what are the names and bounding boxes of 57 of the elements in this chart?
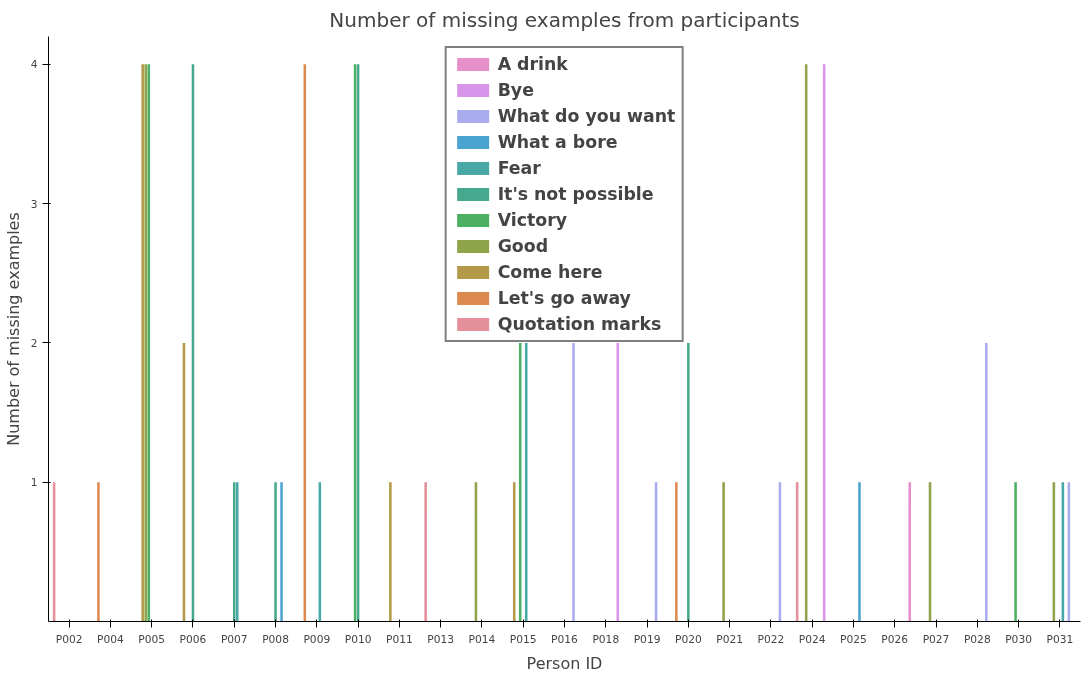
legend-label: What a bore [497,132,618,152]
x-tick-label: P014 [468,632,496,646]
x-tick-label: P013 [427,632,455,646]
x-tick-label: P022 [757,632,785,646]
bar [274,482,277,622]
x-tick-label: P011 [386,632,413,646]
legend-label: It's not possible [497,184,654,204]
x-tick-label: P021 [716,632,743,646]
legend-label: A drink [497,54,568,74]
x-tick-label: P018 [592,632,620,646]
bar [722,482,725,622]
bar [908,482,912,622]
legend-label: Fear [497,158,541,178]
x-tick-label: P031 [1046,632,1074,646]
bar [858,482,861,622]
legend-label: Victory [497,210,568,230]
bar [389,482,392,622]
chart-title: Number of missing examples from participants [329,7,800,32]
x-tick-label: P028 [963,632,991,646]
x-tick-label: P004 [97,632,125,646]
bar [280,482,283,622]
x-tick-label: P030 [1005,632,1033,646]
x-tick-label: P015 [509,632,537,646]
x-tick-label: P019 [633,632,661,646]
y-tick-label: 3 [30,197,38,211]
bar [97,482,100,622]
bar [424,482,427,622]
legend-label: What do you want [497,106,676,126]
x-tick-label: P002 [55,632,83,646]
legend-label: Let's go away [497,288,631,308]
x-tick-label: P025 [840,632,867,646]
x-tick-label: P005 [138,632,166,646]
legend-label: Quotation marks [497,314,662,334]
legend-label: Good [497,236,549,256]
x-tick-label: P007 [220,632,248,646]
y-axis-title: Number of missing examples [3,212,23,446]
x-tick-label: P008 [262,632,290,646]
bar [572,342,575,622]
bar [232,482,236,622]
x-tick-label: P006 [179,632,207,646]
x-tick-label: P010 [344,632,372,646]
bar [675,482,678,622]
x-tick-label: P009 [303,632,331,646]
x-tick-label: P020 [674,632,702,646]
y-tick-label: 2 [30,336,38,350]
bar [687,342,690,622]
x-tick-label: P024 [798,632,826,646]
y-tick-label: 1 [30,476,38,490]
x-tick-label: P027 [922,632,950,646]
y-tick-label: 4 [30,58,38,72]
x-tick-label: P026 [881,632,909,646]
legend-label: Bye [497,80,534,100]
bar [985,342,988,622]
x-tick-label: P016 [551,632,579,646]
legend-label: Come here [497,262,603,282]
bar [1014,482,1017,622]
x-axis-title: Person ID [526,653,603,673]
